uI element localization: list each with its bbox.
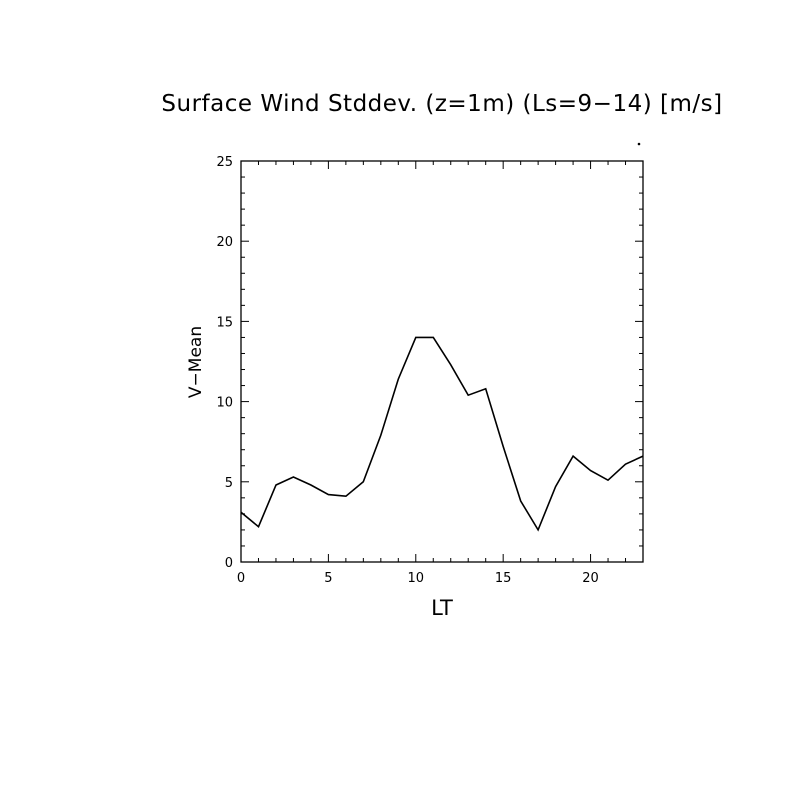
y-tick-label: 5 (225, 476, 233, 491)
x-tick-label: 0 (237, 571, 245, 586)
plot-border (240, 160, 644, 563)
y-tick-label: 25 (216, 155, 233, 170)
y-tick-labels: 0 5 10 15 20 25 (216, 155, 233, 571)
y-tick-label: 15 (216, 315, 233, 330)
y-tick-label: 10 (216, 396, 233, 411)
y-axis-label: V−Mean (186, 326, 206, 398)
chart-title: Surface Wind Stddev. (z=1m) (Ls=9−14) [m… (161, 91, 722, 117)
x-tick-label: 10 (408, 571, 425, 586)
x-tick-label: 20 (582, 571, 599, 586)
plot-frame (240, 160, 644, 563)
x-tick-label: 15 (495, 571, 512, 586)
y-tick-label: 20 (216, 235, 233, 250)
major-ticks (240, 160, 643, 563)
series-line (240, 336, 644, 532)
x-axis-label: LT (431, 596, 453, 620)
x-tick-label: 5 (324, 571, 332, 586)
minor-ticks (241, 161, 644, 562)
point-marks (241, 337, 643, 530)
x-tick-labels: 0 5 10 15 20 (237, 571, 599, 586)
series-group (240, 336, 644, 532)
corner-dot (637, 142, 641, 146)
y-tick-label: 0 (225, 556, 233, 571)
